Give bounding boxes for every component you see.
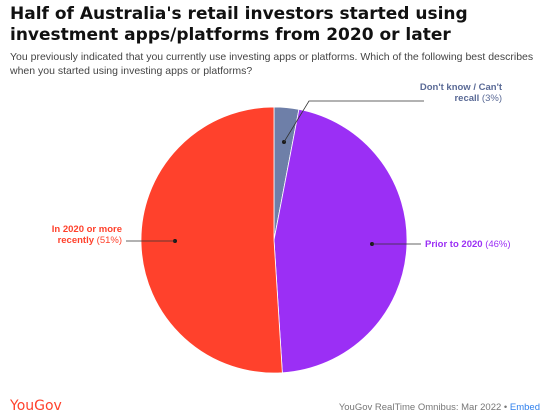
yougov-logo: YouGov — [10, 398, 62, 414]
slice-label-0: Don't know / Can't recall (3%) — [420, 82, 503, 104]
embed-link[interactable]: Embed — [509, 402, 540, 413]
leader-line-0 — [283, 100, 424, 143]
footer-source: YouGov RealTime Omnibus: Mar 2022 • Embe… — [339, 402, 540, 413]
separator: • — [501, 402, 510, 413]
source-text: YouGov RealTime Omnibus: Mar 2022 — [338, 402, 502, 413]
slice-label-1: Prior to 2020 (46%) — [425, 239, 511, 250]
pie-slice-1 — [273, 108, 408, 374]
chart-title: Half of Australia's retail investors sta… — [10, 4, 468, 45]
slice-label-2: In 2020 or more recently (51%) — [52, 224, 122, 246]
pie-slice-2 — [140, 106, 283, 374]
chart-subtitle: You previously indicated that you curren… — [10, 51, 534, 77]
